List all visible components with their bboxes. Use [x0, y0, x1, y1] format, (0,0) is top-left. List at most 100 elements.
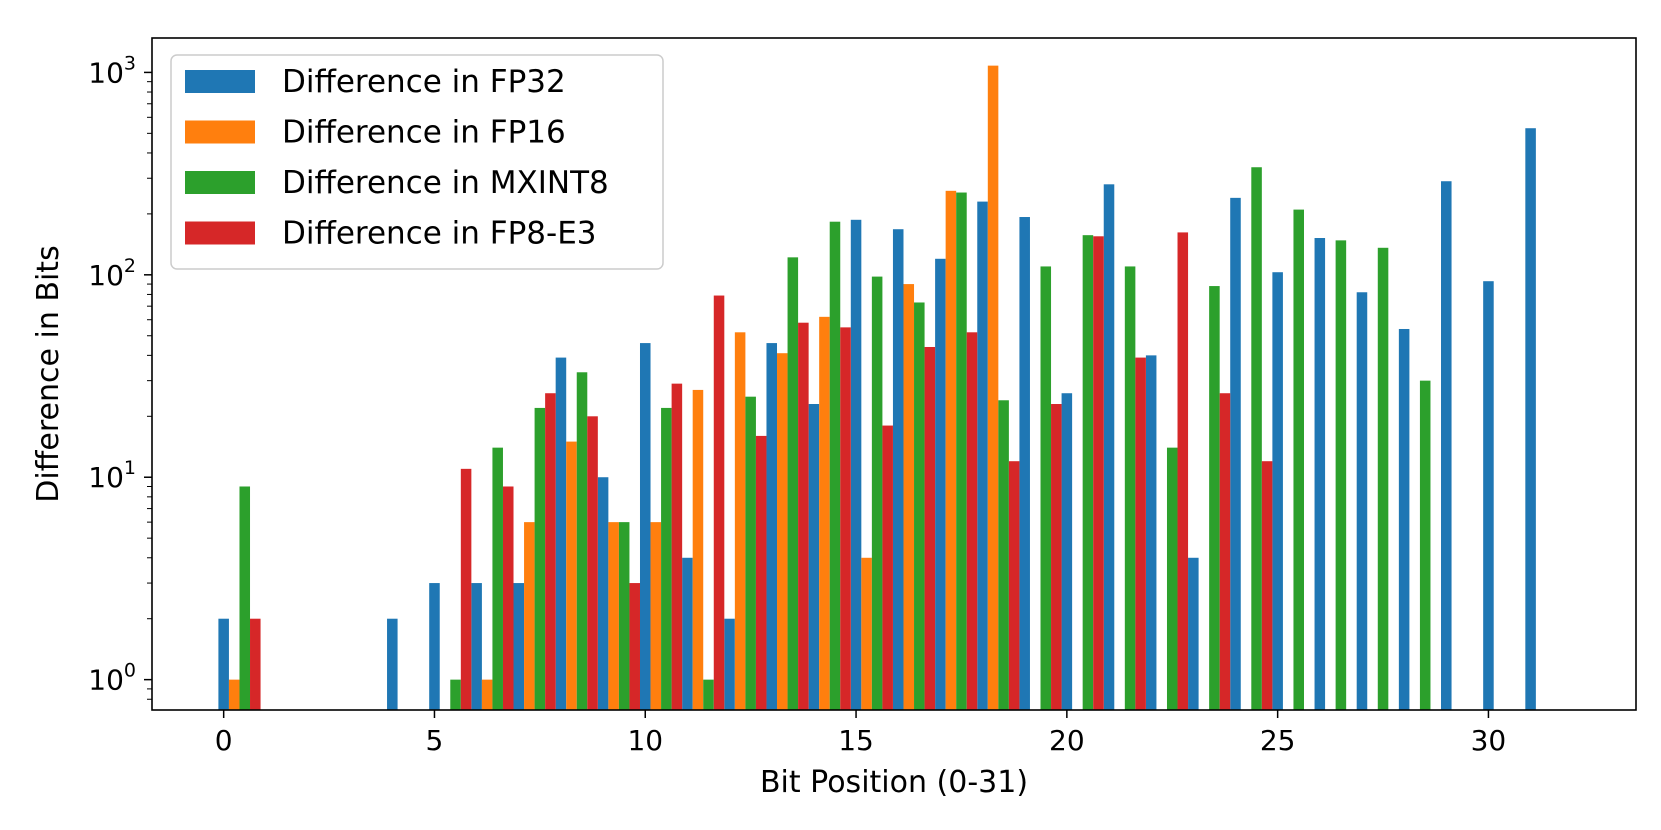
- x-tick-label-20: 20: [1049, 724, 1085, 757]
- bar-series-3-x-24: [1261, 461, 1273, 710]
- bar-series-1-x-17: [945, 190, 957, 710]
- bar-series-0-x-23: [1188, 557, 1199, 710]
- legend-label-3: Difference in FP8-E3: [282, 216, 597, 252]
- bar-series-1-x-15: [861, 557, 872, 710]
- x-axis-title: Bit Position (0-31): [760, 765, 1028, 800]
- bar-series-0-x-27: [1356, 292, 1368, 710]
- bar-series-3-x-23: [1219, 393, 1231, 710]
- bar-series-3-x-0: [250, 618, 261, 710]
- bar-series-3-x-18: [1008, 461, 1020, 710]
- bar-series-1-x-16: [903, 284, 915, 710]
- bar-series-3-x-14: [840, 327, 851, 710]
- x-tick-label-5: 5: [426, 724, 444, 757]
- bar-series-1-x-18: [987, 65, 999, 710]
- bar-series-3-x-21: [1135, 357, 1146, 710]
- bar-series-1-x-6: [481, 679, 493, 710]
- bar-series-0-x-29: [1441, 181, 1452, 711]
- bar-series-0-x-15: [850, 219, 862, 711]
- bar-series-2-x-27: [1377, 247, 1389, 711]
- bar-series-3-x-6: [502, 486, 514, 710]
- bar-series-0-x-6: [471, 583, 482, 710]
- bar-series-0-x-26: [1314, 238, 1326, 710]
- bar-series-0-x-16: [892, 229, 904, 710]
- bar-series-2-x-8: [576, 372, 588, 710]
- bar-series-0-x-13: [766, 343, 778, 710]
- x-tick-label-25: 25: [1260, 724, 1296, 757]
- bar-series-3-x-16: [924, 346, 936, 710]
- bar-series-3-x-22: [1177, 232, 1189, 710]
- legend-swatch-3: [185, 221, 255, 245]
- bar-series-3-x-17: [966, 332, 978, 710]
- bar-series-2-x-22: [1166, 447, 1178, 710]
- bar-series-2-x-7: [534, 407, 546, 710]
- bar-series-2-x-14: [829, 221, 841, 710]
- bar-series-3-x-11: [713, 295, 725, 710]
- bar-series-0-x-20: [1061, 393, 1073, 710]
- bar-series-3-x-20: [1093, 236, 1104, 711]
- bar-series-3-x-7: [545, 393, 556, 710]
- y-tick-label-3: 103: [88, 52, 136, 89]
- bar-series-1-x-10: [650, 522, 662, 710]
- bar-series-0-x-14: [808, 404, 820, 710]
- bar-series-2-x-0: [239, 486, 251, 710]
- y-tick-label-2: 102: [88, 255, 136, 292]
- y-axis: 100 101 102 103: [88, 52, 152, 700]
- y-axis-title: Difference in Bits: [31, 245, 66, 502]
- bar-series-1-x-9: [608, 522, 619, 710]
- legend: Difference in FP32 Difference in FP16 Diff…: [170, 54, 664, 270]
- bar-series-0-x-10: [639, 343, 651, 710]
- bar-series-2-x-15: [871, 276, 883, 710]
- bar-series-0-x-11: [682, 557, 693, 710]
- legend-swatch-0: [185, 70, 255, 93]
- bar-series-2-x-23: [1209, 286, 1220, 710]
- bar-series-2-x-21: [1124, 266, 1136, 710]
- bar-series-2-x-18: [998, 400, 1009, 710]
- bar-series-0-x-7: [513, 583, 525, 710]
- legend-box: [170, 54, 664, 270]
- bar-series-0-x-22: [1145, 355, 1157, 710]
- bar-series-3-x-15: [882, 425, 893, 710]
- bar-series-1-x-14: [819, 316, 830, 710]
- bar-series-1-x-11: [692, 389, 704, 710]
- bar-series-0-x-18: [977, 201, 988, 710]
- bar-series-2-x-9: [618, 522, 630, 710]
- bar-series-3-x-8: [587, 416, 598, 710]
- bar-series-2-x-26: [1335, 240, 1347, 711]
- bar-series-3-x-13: [798, 322, 809, 710]
- bar-series-0-x-24: [1230, 197, 1241, 711]
- x-tick-label-15: 15: [838, 724, 874, 757]
- bar-series-0-x-8: [555, 357, 567, 710]
- legend-swatch-1: [185, 120, 255, 144]
- bar-series-2-x-19: [1040, 266, 1052, 710]
- bar-series-1-x-12: [734, 332, 746, 710]
- y-tick-label-0: 100: [88, 660, 136, 697]
- bar-series-0-x-4: [387, 618, 398, 710]
- bar-series-0-x-25: [1272, 272, 1283, 710]
- bar-series-2-x-24: [1251, 167, 1262, 711]
- bar-series-2-x-28: [1419, 380, 1431, 710]
- bar-series-2-x-25: [1293, 209, 1304, 710]
- bars-layer: [218, 65, 1536, 711]
- bar-series-0-x-30: [1483, 281, 1494, 710]
- plot-frame: [151, 37, 1637, 711]
- legend-label-0: Difference in FP32: [282, 64, 566, 100]
- bar-series-2-x-6: [492, 447, 503, 710]
- bar-series-0-x-31: [1525, 128, 1536, 711]
- bar-series-0-x-28: [1398, 328, 1410, 710]
- x-tick-label-30: 30: [1471, 724, 1507, 757]
- bar-series-2-x-20: [1082, 235, 1094, 711]
- bar-series-1-x-0: [228, 679, 240, 710]
- x-tick-label-0: 0: [215, 724, 233, 757]
- x-axis: 0 5 10 15 20 25 30: [215, 710, 1507, 757]
- legend-label-2: Difference in MXINT8: [282, 165, 609, 201]
- bar-series-0-x-17: [935, 258, 946, 710]
- bar-series-2-x-12: [745, 396, 756, 710]
- y-tick-label-1: 101: [88, 457, 136, 494]
- bar-series-2-x-13: [787, 257, 799, 710]
- bar-series-2-x-17: [956, 192, 967, 710]
- bar-series-0-x-0: [218, 618, 229, 710]
- bar-series-2-x-16: [914, 302, 925, 710]
- bar-series-0-x-5: [429, 583, 440, 710]
- bar-series-3-x-10: [671, 383, 683, 710]
